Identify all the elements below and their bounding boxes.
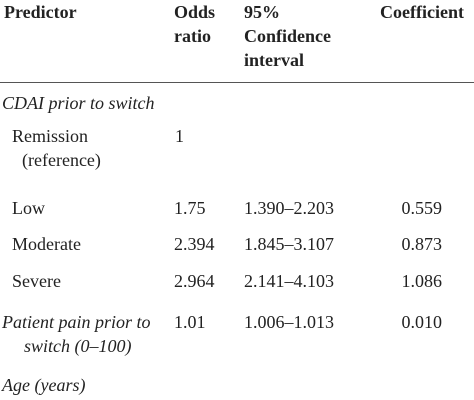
cell: 1.845–3.107 xyxy=(244,234,334,254)
header-cell: 95% Confidence interval xyxy=(244,2,331,70)
header-cell: Coefficient xyxy=(380,2,464,22)
header-rule xyxy=(0,82,474,83)
cell: 0.559 xyxy=(401,198,443,218)
row-label: Patient pain prior to switch (0–100) xyxy=(2,312,151,356)
cell: 0.873 xyxy=(401,234,443,254)
header-cell: Odds ratio xyxy=(174,2,216,46)
row-label: Severe xyxy=(12,271,61,291)
cell: 1 xyxy=(175,126,184,146)
cell: 1.006–1.013 xyxy=(244,312,334,332)
row-label: Moderate xyxy=(12,234,81,254)
section-heading: CDAI prior to switch xyxy=(2,93,155,113)
cell: 0.010 xyxy=(401,312,443,332)
cell: 1.086 xyxy=(401,271,443,291)
cell: 1.75 xyxy=(174,198,206,218)
cell: 2.141–4.103 xyxy=(244,271,334,291)
cell: 1.390–2.203 xyxy=(244,198,334,218)
row-label: Remission (reference) xyxy=(12,126,101,170)
cell: 2.394 xyxy=(174,234,215,254)
section-heading: Age (years) xyxy=(2,375,86,395)
header-cell: Predictor xyxy=(4,2,77,22)
cell: 1.01 xyxy=(174,312,206,332)
row-label: Low xyxy=(12,198,45,218)
cell: 2.964 xyxy=(174,271,215,291)
